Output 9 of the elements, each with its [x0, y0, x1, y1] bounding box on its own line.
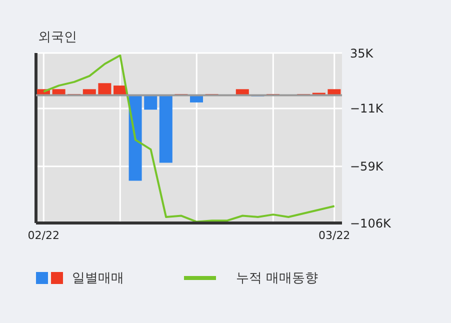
legend-label: 누적 매매동향: [236, 270, 318, 287]
y-tick-label: −59K: [350, 160, 384, 174]
y-tick-label: −11K: [350, 102, 384, 116]
y-tick-label: 35K: [350, 46, 374, 60]
legend-label: 일별매매: [72, 270, 124, 287]
chart-title: 외국인: [38, 29, 77, 46]
x-tick-label: 03/22: [318, 228, 350, 242]
x-tick-label: 02/22: [28, 228, 60, 242]
y-tick-label: −106K: [350, 216, 392, 230]
